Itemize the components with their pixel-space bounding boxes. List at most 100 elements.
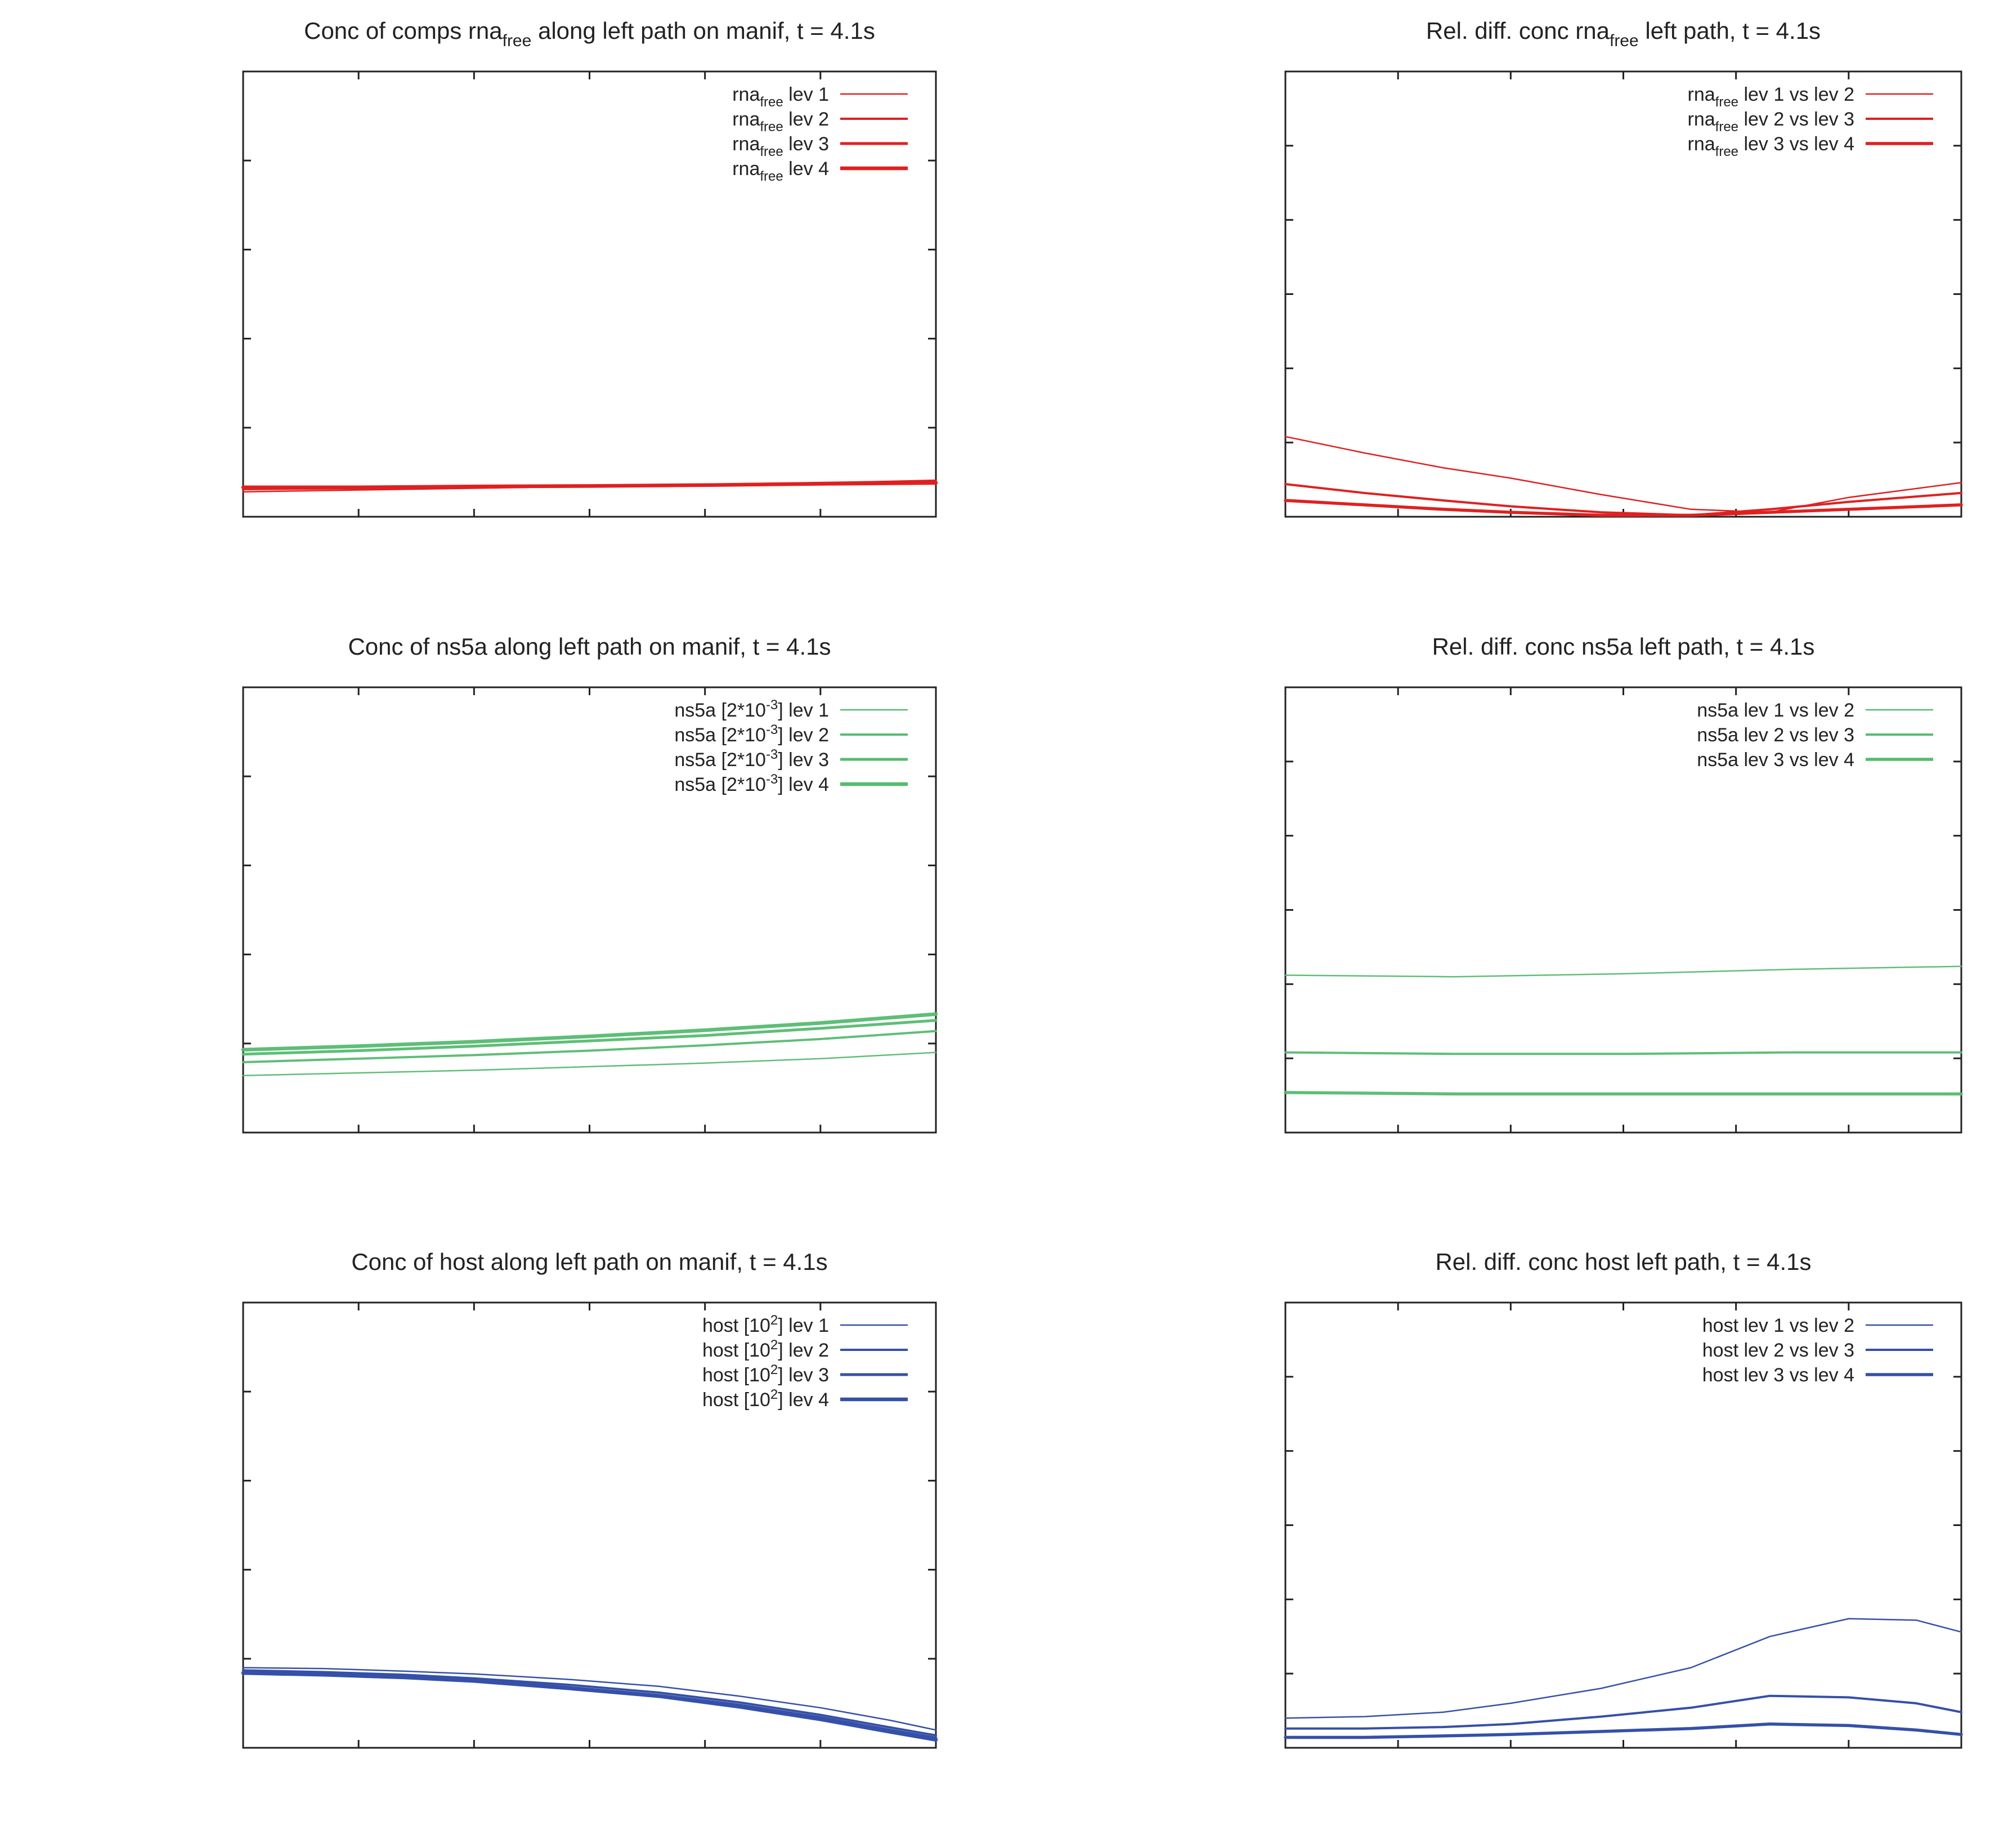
legend-entry-text: host lev 2 vs lev 3 xyxy=(1702,1340,1854,1361)
legend-entry-label: host [102] lev 1 xyxy=(702,1313,829,1336)
legend-entry-text-post: ] lev 2 xyxy=(778,1340,829,1361)
chart-title: Conc of comps rnafree along left path on… xyxy=(304,17,875,50)
legend-entry-superscript: -3 xyxy=(766,747,778,762)
chart-e: Conc of host along left path on manif, t… xyxy=(241,1249,938,1749)
chart-title-text: Conc of ns5a along left path on manif, t… xyxy=(348,633,831,660)
legend-entry-subscript: free xyxy=(760,119,783,135)
legend-entry-text: ns5a lev 3 vs lev 4 xyxy=(1697,749,1854,771)
series-line-3 xyxy=(1284,1091,1963,1096)
chart-title-subscript: free xyxy=(1610,32,1639,50)
chart-f: Rel. diff. conc host left path, t = 4.1s… xyxy=(1284,1249,1963,1749)
legend-entry-label: host lev 1 vs lev 2 xyxy=(1702,1315,1854,1336)
legend-entry-label: rnafree lev 1 vs lev 2 xyxy=(1688,84,1854,110)
series-line-3 xyxy=(241,1019,938,1056)
legend-entry-label: ns5a lev 2 vs lev 3 xyxy=(1697,724,1854,746)
plot-frame xyxy=(1284,1301,1962,1749)
legend-entry-superscript: -3 xyxy=(766,722,778,737)
legend-entry-label: ns5a [2*10-3] lev 1 xyxy=(674,697,829,721)
legend-entry-text-post: lev 2 xyxy=(783,109,829,130)
legend-entry-label: host lev 3 vs lev 4 xyxy=(1702,1364,1854,1386)
legend-entry-subscript: free xyxy=(760,169,783,184)
legend-entry-text: rna xyxy=(1688,109,1715,130)
chart-title-text: Conc of host along left path on manif, t… xyxy=(351,1249,827,1275)
chart-title: Rel. diff. conc host left path, t = 4.1s xyxy=(1435,1249,1811,1275)
series-line-4 xyxy=(241,481,938,490)
chart-title: Rel. diff. conc ns5a left path, t = 4.1s xyxy=(1432,633,1815,660)
legend-entry-superscript: 2 xyxy=(770,1387,778,1402)
legend-entry-text: ns5a [2*10 xyxy=(674,749,766,771)
legend-entry-text: ns5a [2*10 xyxy=(674,700,766,721)
legend-entry-text-post: lev 3 xyxy=(783,133,829,155)
legend-entry-text: rna xyxy=(1688,84,1715,105)
legend-entry-text: rna xyxy=(732,109,760,130)
plot-frame xyxy=(1284,686,1962,1134)
legend-entry-label: ns5a [2*10-3] lev 3 xyxy=(674,747,829,771)
chart-title: Conc of host along left path on manif, t… xyxy=(351,1249,827,1275)
series-line-1 xyxy=(242,1051,937,1077)
series-line-1 xyxy=(1284,1618,1962,1719)
legend-entry-superscript: 2 xyxy=(770,1337,778,1353)
chart-title-text: Rel. diff. conc host left path, t = 4.1s xyxy=(1435,1249,1811,1275)
legend-entry-superscript: -3 xyxy=(766,697,778,713)
chart-title-text-post: along left path on manif, t = 4.1s xyxy=(531,17,875,44)
plot-frame xyxy=(242,70,937,518)
legend-entry-label: rnafree lev 3 vs lev 4 xyxy=(1688,133,1854,159)
legend-entry-superscript: 2 xyxy=(770,1362,778,1377)
plot-frame xyxy=(242,686,937,1134)
legend-entry-text-post: lev 4 xyxy=(783,158,829,180)
series-line-2 xyxy=(1284,1694,1962,1730)
series-line-4 xyxy=(241,1671,938,1742)
legend-entry-text: rna xyxy=(732,158,760,180)
legend-entry-text-post: ] lev 3 xyxy=(778,749,829,771)
legend-entry-text: rna xyxy=(1688,133,1715,155)
legend-entry-superscript: -3 xyxy=(766,772,778,787)
legend-entry-text: host [10 xyxy=(702,1315,770,1336)
legend-entry-label: host lev 2 vs lev 3 xyxy=(1702,1340,1854,1361)
legend-entry-subscript: free xyxy=(760,95,783,110)
chart-title: Rel. diff. conc rnafree left path, t = 4… xyxy=(1426,17,1821,50)
legend-entry-text-post: ] lev 2 xyxy=(778,724,829,746)
series-line-2 xyxy=(242,1669,937,1737)
legend-entry-label: host [102] lev 2 xyxy=(702,1337,829,1361)
legend-entry-text: host [10 xyxy=(702,1340,770,1361)
series-line-2 xyxy=(242,1030,937,1063)
legend-entry-label: rnafree lev 2 vs lev 3 xyxy=(1688,109,1854,135)
legend-entry-label: ns5a [2*10-3] lev 2 xyxy=(674,722,829,746)
legend-entry-text-post: lev 3 vs lev 4 xyxy=(1738,133,1854,155)
legend-entry-text-post: lev 1 xyxy=(783,84,829,105)
legend-entry-text: host lev 1 vs lev 2 xyxy=(1702,1315,1854,1336)
legend-entry-text: rna xyxy=(732,84,760,105)
series-line-2 xyxy=(1284,1051,1962,1055)
chart-title-text: Rel. diff. conc rna xyxy=(1426,17,1610,44)
legend-entry-label: rnafree lev 1 xyxy=(732,84,829,110)
chart-b: Rel. diff. conc rnafree left path, t = 4… xyxy=(1284,17,1963,518)
legend-entry-superscript: 2 xyxy=(770,1313,778,1328)
legend-entry-text-post: ] lev 1 xyxy=(778,700,829,721)
chart-title-text-post: left path, t = 4.1s xyxy=(1639,17,1821,44)
legend-entry-text: host lev 3 vs lev 4 xyxy=(1702,1364,1854,1386)
series-line-4 xyxy=(241,1012,938,1052)
legend-entry-label: rnafree lev 2 xyxy=(732,109,829,135)
legend-entry-text: ns5a [2*10 xyxy=(674,724,766,746)
series-line-3 xyxy=(1284,499,1963,517)
chart-title-text: Rel. diff. conc ns5a left path, t = 4.1s xyxy=(1432,633,1815,660)
legend-entry-text-post: ] lev 4 xyxy=(778,1389,829,1411)
legend-entry-subscript: free xyxy=(1715,144,1738,159)
legend-entry-subscript: free xyxy=(1715,95,1738,110)
chart-title-subscript: free xyxy=(503,32,532,50)
series-line-3 xyxy=(241,1671,938,1740)
legend-entry-text: host [10 xyxy=(702,1389,770,1411)
legend-entry-text: ns5a [2*10 xyxy=(674,774,766,795)
legend-entry-label: ns5a lev 3 vs lev 4 xyxy=(1697,749,1854,771)
legend-entry-label: host [102] lev 3 xyxy=(702,1362,829,1386)
legend-entry-label: ns5a lev 1 vs lev 2 xyxy=(1697,700,1854,721)
chart-title: Conc of ns5a along left path on manif, t… xyxy=(348,633,831,660)
legend-entry-label: ns5a [2*10-3] lev 4 xyxy=(674,772,829,795)
legend-entry-subscript: free xyxy=(760,144,783,159)
legend-entry-text: rna xyxy=(732,133,760,155)
legend-entry-text-post: lev 1 vs lev 2 xyxy=(1738,84,1854,105)
legend-entry-text: ns5a lev 2 vs lev 3 xyxy=(1697,724,1854,746)
chart-title-text: Conc of comps rna xyxy=(304,17,503,44)
chart-c: Conc of ns5a along left path on manif, t… xyxy=(241,633,938,1134)
